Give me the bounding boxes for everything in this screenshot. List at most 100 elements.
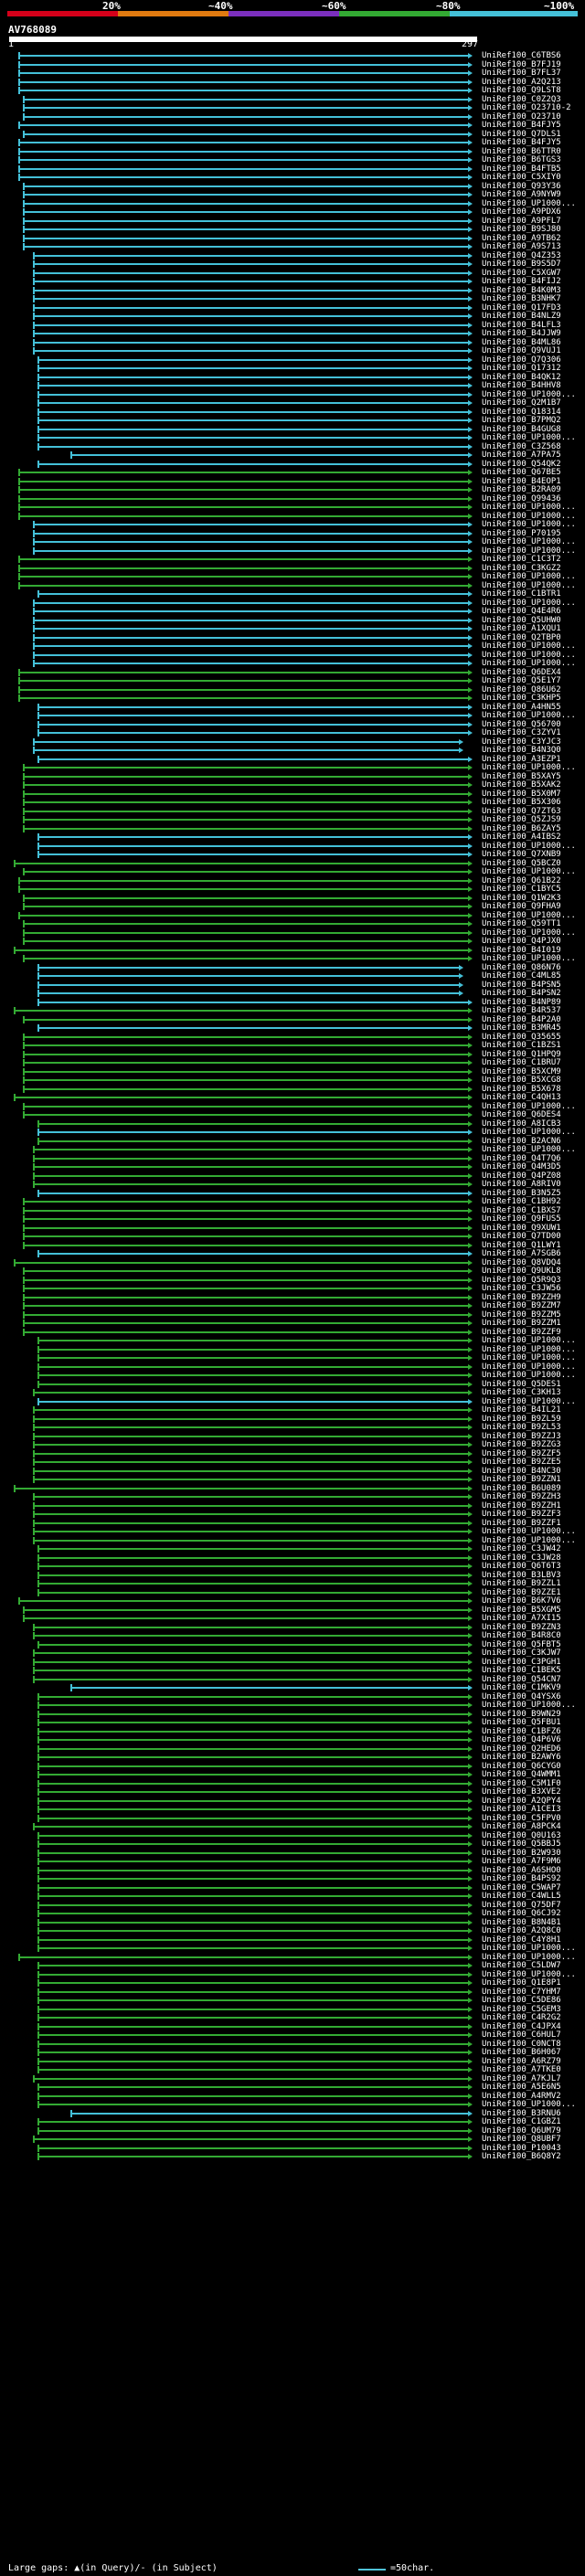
hit-row[interactable]: UniRef100_Q1HPQ9 xyxy=(0,1050,585,1059)
hit-name-link[interactable]: UniRef100_A9TB62 xyxy=(482,233,561,243)
hit-row[interactable]: UniRef100_B4LFL3 xyxy=(0,321,585,330)
hit-name-link[interactable]: UniRef100_B2RA09 xyxy=(482,485,561,494)
hit-alignment-line[interactable] xyxy=(32,1461,468,1463)
hit-row[interactable]: UniRef100_B6ZAY5 xyxy=(0,824,585,833)
hit-alignment-line[interactable] xyxy=(23,1235,468,1237)
hit-row[interactable]: UniRef100_B5XCM9 xyxy=(0,1067,585,1076)
hit-row[interactable]: UniRef100_UP1000... xyxy=(0,1371,585,1380)
hit-row[interactable]: UniRef100_C4ML85 xyxy=(0,971,585,981)
hit-name-link[interactable]: UniRef100_B6TTR0 xyxy=(482,146,561,156)
hit-row[interactable]: UniRef100_Q7XNB9 xyxy=(0,850,585,859)
hit-alignment-line[interactable] xyxy=(37,1556,468,1559)
hit-alignment-line[interactable] xyxy=(32,619,468,621)
hit-row[interactable]: UniRef100_Q61B22 xyxy=(0,876,585,885)
hit-alignment-line[interactable] xyxy=(37,376,468,378)
hit-row[interactable]: UniRef100_C1BTR1 xyxy=(0,589,585,599)
hit-alignment-line[interactable] xyxy=(23,906,468,907)
hit-name-link[interactable]: UniRef100_UP1000... xyxy=(482,659,576,668)
hit-alignment-line[interactable] xyxy=(37,1253,468,1255)
hit-name-link[interactable]: UniRef100_Q4WMM1 xyxy=(482,1770,561,1779)
hit-alignment-line[interactable] xyxy=(32,1166,468,1168)
hit-alignment-line[interactable] xyxy=(37,975,459,977)
hit-row[interactable]: UniRef100_UP1000... xyxy=(0,763,585,772)
hit-row[interactable]: UniRef100_B4ML86 xyxy=(0,338,585,347)
hit-alignment-line[interactable] xyxy=(37,2147,468,2149)
hit-row[interactable]: UniRef100_A7XI15 xyxy=(0,1614,585,1623)
hit-row[interactable]: UniRef100_C3JW42 xyxy=(0,1544,585,1553)
hit-alignment-line[interactable] xyxy=(32,549,468,552)
hit-row[interactable]: UniRef100_UP1000... xyxy=(0,842,585,851)
hit-alignment-line[interactable] xyxy=(32,1392,468,1394)
hit-row[interactable]: UniRef100_C4WLL5 xyxy=(0,1892,585,1901)
hit-name-link[interactable]: UniRef100_UP1000... xyxy=(482,1371,576,1380)
hit-name-link[interactable]: UniRef100_A7KJL7 xyxy=(482,2073,561,2083)
hit-row[interactable]: UniRef100_Q4Z353 xyxy=(0,251,585,260)
hit-name-link[interactable]: UniRef100_C3KH13 xyxy=(482,1388,561,1397)
hit-name-link[interactable]: UniRef100_B5X306 xyxy=(482,798,561,807)
hit-alignment-line[interactable] xyxy=(32,1826,468,1828)
hit-alignment-line[interactable] xyxy=(18,697,468,699)
hit-alignment-line[interactable] xyxy=(32,1531,468,1532)
hit-alignment-line[interactable] xyxy=(18,63,468,66)
hit-row[interactable]: UniRef100_Q56700 xyxy=(0,720,585,729)
hit-row[interactable]: UniRef100_P70195 xyxy=(0,529,585,538)
hit-row[interactable]: UniRef100_A9S713 xyxy=(0,242,585,251)
hit-alignment-line[interactable] xyxy=(23,1226,468,1229)
hit-name-link[interactable]: UniRef100_B9ZL59 xyxy=(482,1414,561,1424)
hit-row[interactable]: UniRef100_B9ZZN1 xyxy=(0,1475,585,1484)
hit-row[interactable]: UniRef100_Q4T7Q6 xyxy=(0,1154,585,1163)
hit-row[interactable]: UniRef100_A2Q213 xyxy=(0,78,585,87)
hit-alignment-line[interactable] xyxy=(18,90,468,91)
hit-alignment-line[interactable] xyxy=(23,1105,468,1108)
hit-alignment-line[interactable] xyxy=(14,1097,468,1098)
hit-alignment-line[interactable] xyxy=(32,1678,468,1680)
hit-row[interactable]: UniRef100_UP1000... xyxy=(0,503,585,512)
hit-alignment-line[interactable] xyxy=(37,1131,468,1133)
hit-alignment-line[interactable] xyxy=(32,541,468,543)
hit-name-link[interactable]: UniRef100_UP1000... xyxy=(482,1952,576,1962)
hit-alignment-line[interactable] xyxy=(32,1521,468,1524)
hit-row[interactable]: UniRef100_Q5BCZ0 xyxy=(0,859,585,868)
hit-name-link[interactable]: UniRef100_C4JPX4 xyxy=(482,2021,561,2031)
hit-row[interactable]: UniRef100_B4P2A0 xyxy=(0,1015,585,1024)
hit-alignment-line[interactable] xyxy=(18,55,468,57)
hit-row[interactable]: UniRef100_B4GUG8 xyxy=(0,425,585,434)
hit-row[interactable]: UniRef100_B2ACN6 xyxy=(0,1137,585,1146)
hit-alignment-line[interactable] xyxy=(37,1930,468,1932)
hit-name-link[interactable]: UniRef100_UP1000... xyxy=(482,2100,576,2109)
hit-row[interactable]: UniRef100_B4FJY5 xyxy=(0,138,585,147)
hit-alignment-line[interactable] xyxy=(37,2104,468,2105)
hit-alignment-line[interactable] xyxy=(37,1192,468,1194)
hit-name-link[interactable]: UniRef100_C1BZS1 xyxy=(482,1041,561,1050)
hit-name-link[interactable]: UniRef100_C1BTR1 xyxy=(482,589,561,599)
hit-name-link[interactable]: UniRef100_B9ZZM1 xyxy=(482,1319,561,1328)
hit-name-link[interactable]: UniRef100_A4HN55 xyxy=(482,702,561,712)
hit-name-link[interactable]: UniRef100_B9ZZM5 xyxy=(482,1309,561,1320)
hit-alignment-line[interactable] xyxy=(18,472,468,473)
hit-row[interactable]: UniRef100_Q0U163 xyxy=(0,1831,585,1840)
hit-name-link[interactable]: UniRef100_Q1E8P1 xyxy=(482,1978,561,1988)
hit-row[interactable]: UniRef100_B3RNU6 xyxy=(0,2109,585,2118)
hit-row[interactable]: UniRef100_B6TTR0 xyxy=(0,147,585,156)
hit-name-link[interactable]: UniRef100_A6SHO0 xyxy=(482,1865,561,1875)
hit-row[interactable]: UniRef100_UP1000... xyxy=(0,2100,585,2109)
hit-row[interactable]: UniRef100_UP1000... xyxy=(0,1362,585,1372)
hit-name-link[interactable]: UniRef100_C5GEM3 xyxy=(482,2004,561,2014)
hit-row[interactable]: UniRef100_B4R8C0 xyxy=(0,1631,585,1640)
hit-alignment-line[interactable] xyxy=(32,1496,468,1498)
hit-alignment-line[interactable] xyxy=(23,1270,468,1272)
hit-row[interactable]: UniRef100_Q5BBJ5 xyxy=(0,1839,585,1849)
hit-alignment-line[interactable] xyxy=(23,133,468,135)
hit-name-link[interactable]: UniRef100_UP1000... xyxy=(482,1336,576,1345)
hit-row[interactable]: UniRef100_Q93Y36 xyxy=(0,182,585,191)
hit-name-link[interactable]: UniRef100_Q4PJX0 xyxy=(482,937,561,946)
hit-alignment-line[interactable] xyxy=(69,454,468,456)
hit-name-link[interactable]: UniRef100_Q1W2K3 xyxy=(482,893,561,903)
hit-alignment-line[interactable] xyxy=(18,480,468,482)
hit-name-link[interactable]: UniRef100_B4K0M3 xyxy=(482,285,561,295)
hit-name-link[interactable]: UniRef100_C3YJC3 xyxy=(482,737,561,747)
hit-alignment-line[interactable] xyxy=(23,237,468,239)
hit-row[interactable]: UniRef100_Q6UM79 xyxy=(0,2126,585,2136)
hit-name-link[interactable]: UniRef100_UP1000... xyxy=(482,1535,576,1545)
hit-row[interactable]: UniRef100_C6TBS6 xyxy=(0,51,585,60)
